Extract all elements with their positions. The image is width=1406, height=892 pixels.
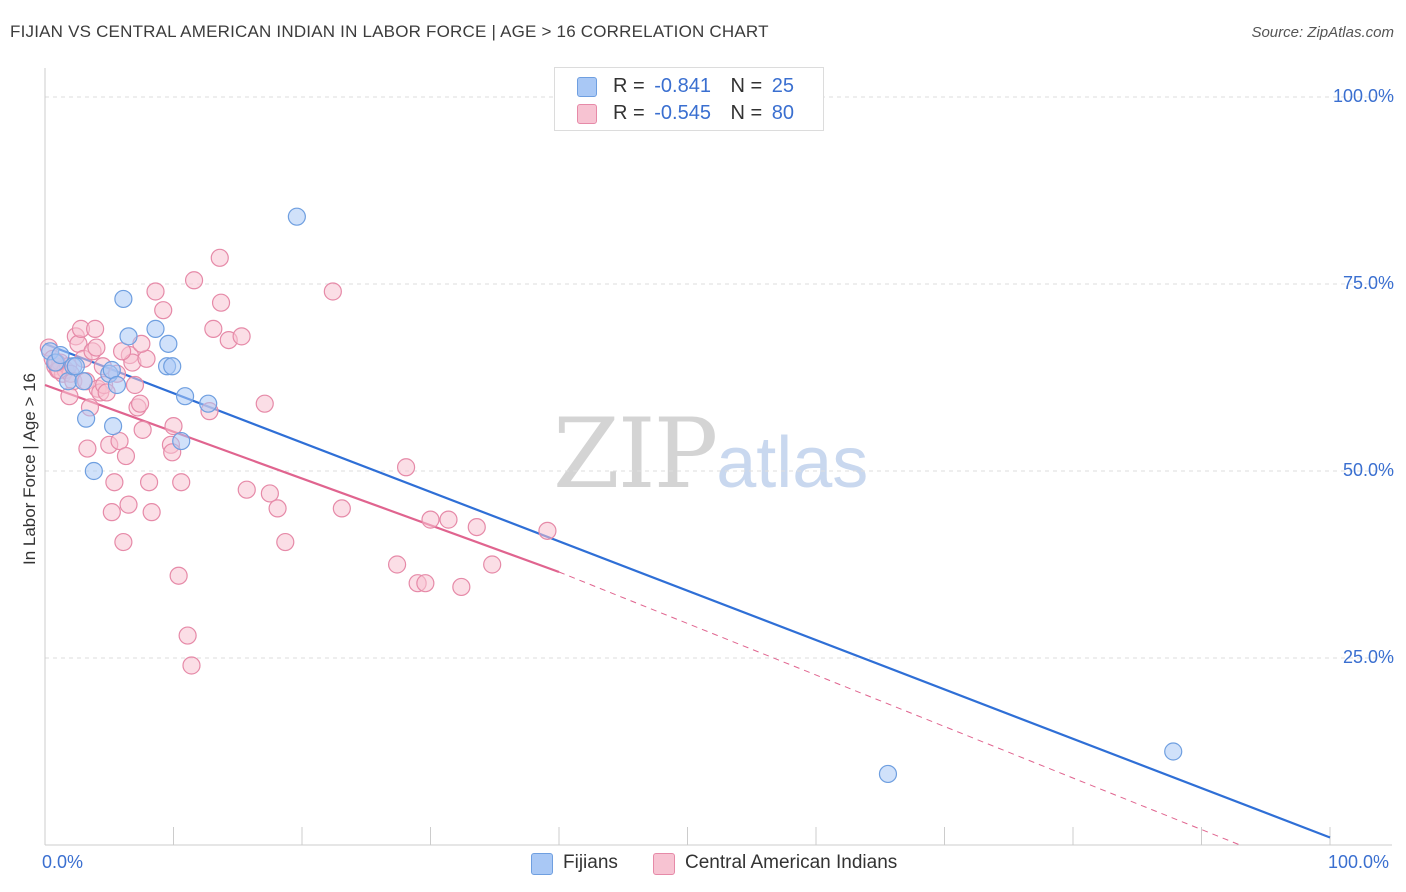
point-central-american-indians [133,420,152,439]
point-central-american-indians [172,473,191,492]
axes [44,68,1392,846]
trend-line-central-american-indians [44,383,560,574]
legend-r-value: -0.545 [654,102,711,124]
point-central-american-indians [146,282,165,301]
point-central-american-indians [169,566,188,585]
legend-n-value: 25 [771,75,795,97]
legend-n-label: N = [730,75,763,97]
point-central-american-indians [86,319,105,338]
y-axis-label: In Labor Force | Age > 16 [20,372,39,565]
point-fijians [172,431,191,451]
point-fijians [163,357,182,376]
point-fijians [74,372,93,391]
point-central-american-indians [332,499,351,518]
legend-r-label: R = [613,102,645,124]
watermark-atlas: atlas [716,423,869,503]
point-central-american-indians [142,503,161,522]
legend-n-label: N = [730,102,763,124]
point-central-american-indians [130,394,150,413]
point-central-american-indians [416,574,435,593]
point-central-american-indians [276,532,295,552]
watermark: ZIPatlas [553,398,868,510]
point-fijians [114,289,133,309]
point-central-american-indians [255,394,274,413]
trend-line-fijians [44,342,1331,839]
source-label: Source: ZipAtlas.com [1251,24,1394,41]
legend-n-value: 80 [771,102,795,124]
point-central-american-indians [387,555,407,574]
point-central-american-indians [204,319,223,338]
point-fijians [878,764,898,784]
legend-r-label: R = [613,75,645,97]
point-central-american-indians [110,431,129,451]
point-central-american-indians [102,503,121,522]
chart-title: FIJIAN VS CENTRAL AMERICAN INDIAN IN LAB… [10,22,769,41]
point-fijians [104,417,123,436]
point-fijians [287,207,306,226]
y-tick-label: 50.0% [1342,460,1394,480]
point-central-american-indians [237,480,256,499]
trend-line-extension-central-american-indians [558,571,1241,846]
point-central-american-indians [538,521,557,540]
data-points [39,207,1183,784]
point-central-american-indians [154,301,173,320]
point-fijians [119,327,138,346]
bottom-legend-label-central-american-indians: Central American Indians [685,852,898,873]
point-central-american-indians [268,499,287,518]
point-fijians [66,357,85,376]
point-central-american-indians [114,532,133,552]
point-central-american-indians [396,458,416,477]
point-fijians [199,394,218,413]
point-central-american-indians [87,338,106,357]
point-central-american-indians [452,577,471,597]
point-central-american-indians [125,375,145,395]
point-central-american-indians [483,555,502,574]
legend-swatch-fijians [577,77,597,97]
y-tick-label: 75.0% [1342,273,1394,293]
point-central-american-indians [211,293,231,312]
x-tick-label-max: 100.0% [1328,852,1390,872]
bottom-legend-swatch-fijians [531,853,553,875]
point-fijians [146,319,165,338]
watermark-zip: ZIP [553,398,718,510]
point-central-american-indians [467,517,486,537]
y-tick-label: 25.0% [1342,647,1394,667]
legend-r-value: -0.841 [654,75,711,97]
point-fijians [107,375,127,395]
trend-lines [44,342,1331,846]
point-central-american-indians [105,473,124,492]
point-central-american-indians [210,248,229,267]
bottom-legend-swatch-central-american-indians [653,853,675,875]
point-fijians [1164,742,1183,761]
x-tick-label-min: 0.0% [42,852,84,872]
legend-swatch-central-american-indians [577,104,597,124]
point-central-american-indians [184,271,204,290]
point-central-american-indians [119,495,138,514]
point-central-american-indians [78,439,97,458]
point-fijians [51,345,70,365]
point-central-american-indians [112,342,132,361]
point-fijians [159,334,178,353]
correlation-legend: R = -0.841 N = 25 R = -0.545 N = 80 [554,67,824,131]
point-fijians [175,387,195,406]
point-central-american-indians [164,417,183,436]
point-central-american-indians [139,473,159,492]
bottom-legend-label-fijians: Fijians [563,852,618,873]
point-central-american-indians [260,484,279,503]
grid-lines [45,96,1392,659]
point-fijians [84,461,103,481]
y-tick-label: 100.0% [1332,86,1394,106]
point-central-american-indians [421,510,440,529]
point-central-american-indians [182,656,201,675]
point-central-american-indians [439,510,458,529]
point-central-american-indians [116,446,136,466]
point-central-american-indians [323,282,342,301]
point-central-american-indians [60,387,79,406]
point-central-american-indians [178,626,197,645]
point-central-american-indians [232,327,251,346]
point-fijians [77,409,96,428]
